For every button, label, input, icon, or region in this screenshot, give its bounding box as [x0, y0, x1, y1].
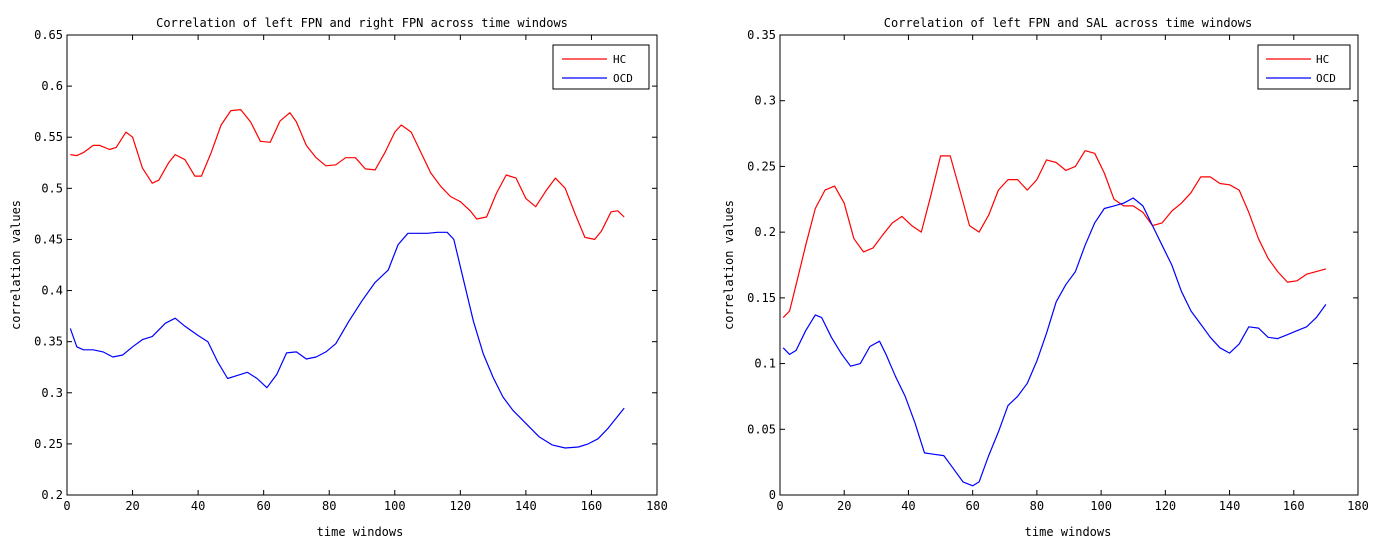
series-line-ocd: [782, 197, 1327, 487]
x-tick-label: 180: [646, 499, 668, 513]
y-tick-label: 0.35: [34, 335, 63, 349]
chart-right-fpn-sal: Correlation of left FPN and SAL across t…: [722, 16, 1369, 539]
y-tick-label: 0.35: [747, 28, 776, 42]
y-tick-label: 0.55: [34, 130, 63, 144]
y-tick-label: 0.3: [41, 386, 63, 400]
x-tick-label: 40: [901, 499, 915, 513]
chart-left-legend-label-ocd: OCD: [613, 72, 633, 85]
chart-right-series: [782, 150, 1327, 487]
chart-right-x-axis-label: time windows: [1025, 525, 1112, 539]
chart-left-series: [69, 108, 625, 449]
chart-left-legend-box: [552, 44, 650, 90]
y-tick-label: 0.3: [754, 94, 776, 108]
x-tick-label: 0: [776, 499, 783, 513]
x-tick-label: 80: [1030, 499, 1044, 513]
y-tick-label: 0.25: [747, 159, 776, 173]
chart-right-legend: HC OCD: [1257, 44, 1351, 90]
x-tick-label: 60: [965, 499, 979, 513]
x-tick-label: 20: [125, 499, 139, 513]
series-line-ocd: [69, 231, 625, 449]
x-tick-label: 100: [384, 499, 406, 513]
x-tick-label: 160: [581, 499, 603, 513]
y-tick-label: 0.15: [747, 291, 776, 305]
chart-right-plot-area: [779, 34, 1359, 496]
y-tick-label: 0.2: [41, 488, 63, 502]
y-tick-label: 0.1: [754, 357, 776, 371]
series-line-hc: [782, 150, 1327, 319]
y-tick-label: 0.6: [41, 79, 63, 93]
x-tick-label: 40: [191, 499, 205, 513]
y-tick-label: 0.65: [34, 28, 63, 42]
x-tick-label: 180: [1347, 499, 1369, 513]
chart-right-legend-box: [1257, 44, 1351, 90]
chart-right-legend-label-hc: HC: [1316, 53, 1329, 66]
y-tick-label: 0.5: [41, 181, 63, 195]
chart-right-y-axis: 0 0.05 0.1 0.15 0.2 0.25 0.3 0.35: [747, 28, 1358, 502]
x-tick-label: 80: [322, 499, 336, 513]
x-tick-label: 140: [515, 499, 537, 513]
chart-right-y-axis-label: correlation values: [722, 200, 736, 330]
series-line-hc: [70, 108, 625, 240]
chart-left-y-axis: 0.2 0.25 0.3 0.35 0.4 0.45 0.5 0.55 0.6 0.65: [34, 28, 657, 502]
chart-left-legend: HC OCD: [552, 44, 650, 90]
x-tick-label: 20: [837, 499, 851, 513]
y-tick-label: 0.05: [747, 422, 776, 436]
x-tick-label: 140: [1219, 499, 1241, 513]
x-tick-label: 100: [1090, 499, 1112, 513]
y-tick-label: 0.2: [754, 225, 776, 239]
chart-left-title: Correlation of left FPN and right FPN ac…: [156, 16, 568, 30]
y-tick-label: 0: [769, 488, 776, 502]
x-tick-label: 120: [449, 499, 471, 513]
chart-left-fpn-right-fpn: Correlation of left FPN and right FPN ac…: [9, 16, 668, 539]
chart-right-x-axis: 0 20 40 60 80 100 120 140 160 180: [776, 35, 1369, 513]
chart-right-title: Correlation of left FPN and SAL across t…: [884, 16, 1252, 30]
chart-left-y-axis-label: correlation values: [9, 200, 23, 330]
chart-left-x-axis-label: time windows: [317, 525, 404, 539]
y-tick-label: 0.45: [34, 232, 63, 246]
chart-left-x-axis: 0 20 40 60 80 100 120 140 160 180: [63, 35, 668, 513]
chart-left-legend-label-hc: HC: [613, 53, 626, 66]
y-tick-label: 0.4: [41, 284, 63, 298]
y-tick-label: 0.25: [34, 437, 63, 451]
chart-left-plot-area: [66, 34, 658, 496]
x-tick-label: 120: [1154, 499, 1176, 513]
x-tick-label: 0: [63, 499, 70, 513]
chart-right-legend-label-ocd: OCD: [1316, 72, 1336, 85]
x-tick-label: 60: [256, 499, 270, 513]
x-tick-label: 160: [1283, 499, 1305, 513]
